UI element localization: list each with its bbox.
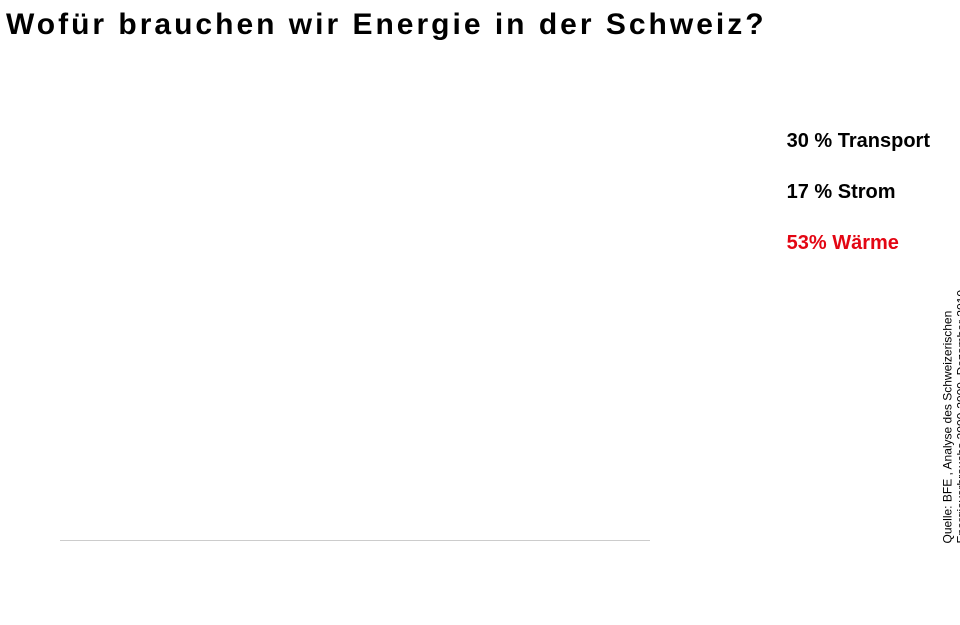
source-citation: Quelle: BFE , Analyse des Schweizerische… — [940, 290, 960, 544]
source-line2: Energieverbrauchs 2000-2009, Dezember 20… — [954, 290, 960, 544]
page-title: Wofür brauchen wir Energie in der Schwei… — [6, 8, 767, 42]
stat-transport: 30 % Transport — [787, 130, 930, 153]
divider-line — [60, 540, 650, 541]
stat-strom: 17 % Strom — [787, 181, 930, 204]
source-line1: Quelle: BFE , Analyse des Schweizerische… — [940, 311, 954, 544]
stat-waerme: 53% Wärme — [787, 232, 930, 255]
stats-block: 30 % Transport 17 % Strom 53% Wärme — [787, 130, 930, 283]
